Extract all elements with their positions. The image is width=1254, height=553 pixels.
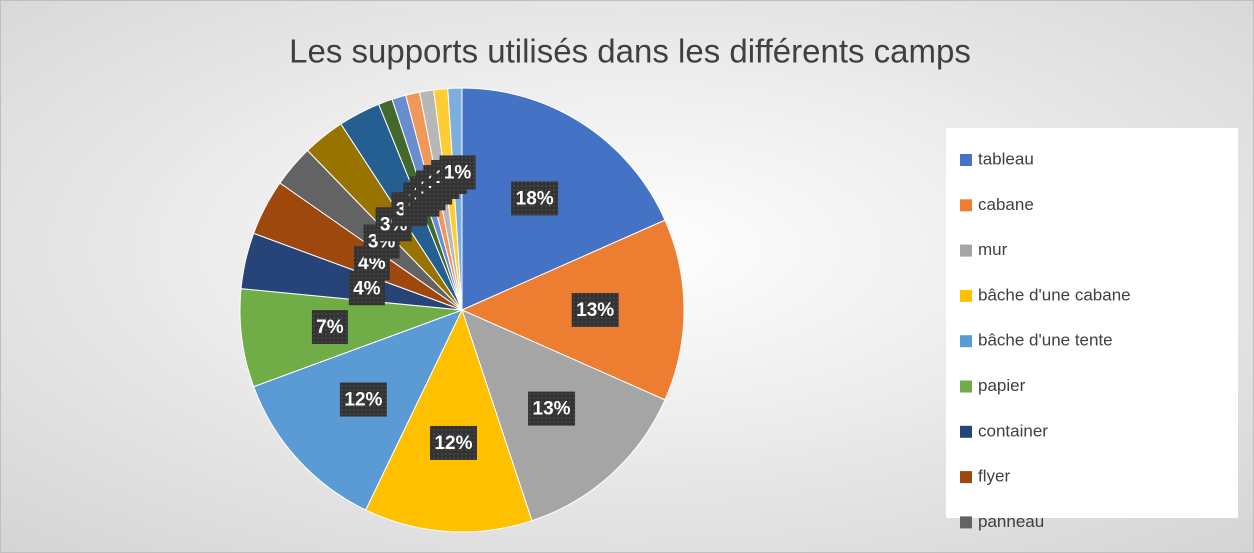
data-label: 13% <box>576 300 614 321</box>
legend-swatch <box>960 516 972 529</box>
data-label: 13% <box>533 399 571 420</box>
legend-label: tableau <box>978 149 1034 168</box>
data-label: 12% <box>344 390 382 411</box>
legend-swatch <box>960 154 972 166</box>
data-label-box <box>511 181 559 216</box>
data-label-box <box>528 391 576 426</box>
pie-slice <box>365 308 533 533</box>
legend-label: mur <box>978 240 1008 259</box>
data-label-box <box>571 293 619 327</box>
legend-swatch <box>960 244 972 257</box>
legend-swatch <box>960 425 972 438</box>
legend-label: papier <box>978 376 1026 395</box>
data-label-box <box>311 310 348 345</box>
data-label: 12% <box>434 433 472 454</box>
pie-slice <box>461 87 666 311</box>
data-label: 1% <box>444 162 472 183</box>
data-label-box <box>429 425 477 460</box>
legend-label: panneau <box>978 512 1044 531</box>
data-label: 7% <box>316 317 344 338</box>
legend <box>946 128 1238 518</box>
legend-swatch <box>960 380 972 393</box>
legend-label: cabane <box>978 195 1034 214</box>
data-label: 4% <box>353 278 381 299</box>
legend-swatch <box>960 471 972 484</box>
legend-swatch <box>960 199 972 212</box>
legend-label: flyer <box>978 467 1010 486</box>
data-label-box <box>439 155 476 190</box>
pie-slice <box>239 288 463 388</box>
legend-swatch <box>960 335 972 348</box>
legend-swatch <box>960 289 972 302</box>
data-label: 18% <box>516 188 554 209</box>
data-label-box <box>339 382 387 417</box>
legend-label: container <box>978 421 1048 440</box>
legend-label: bâche d'une tente <box>978 331 1113 350</box>
legend-label: bâche d'une cabane <box>978 285 1131 304</box>
chart-title: Les supports utilisés dans les différent… <box>289 33 971 70</box>
